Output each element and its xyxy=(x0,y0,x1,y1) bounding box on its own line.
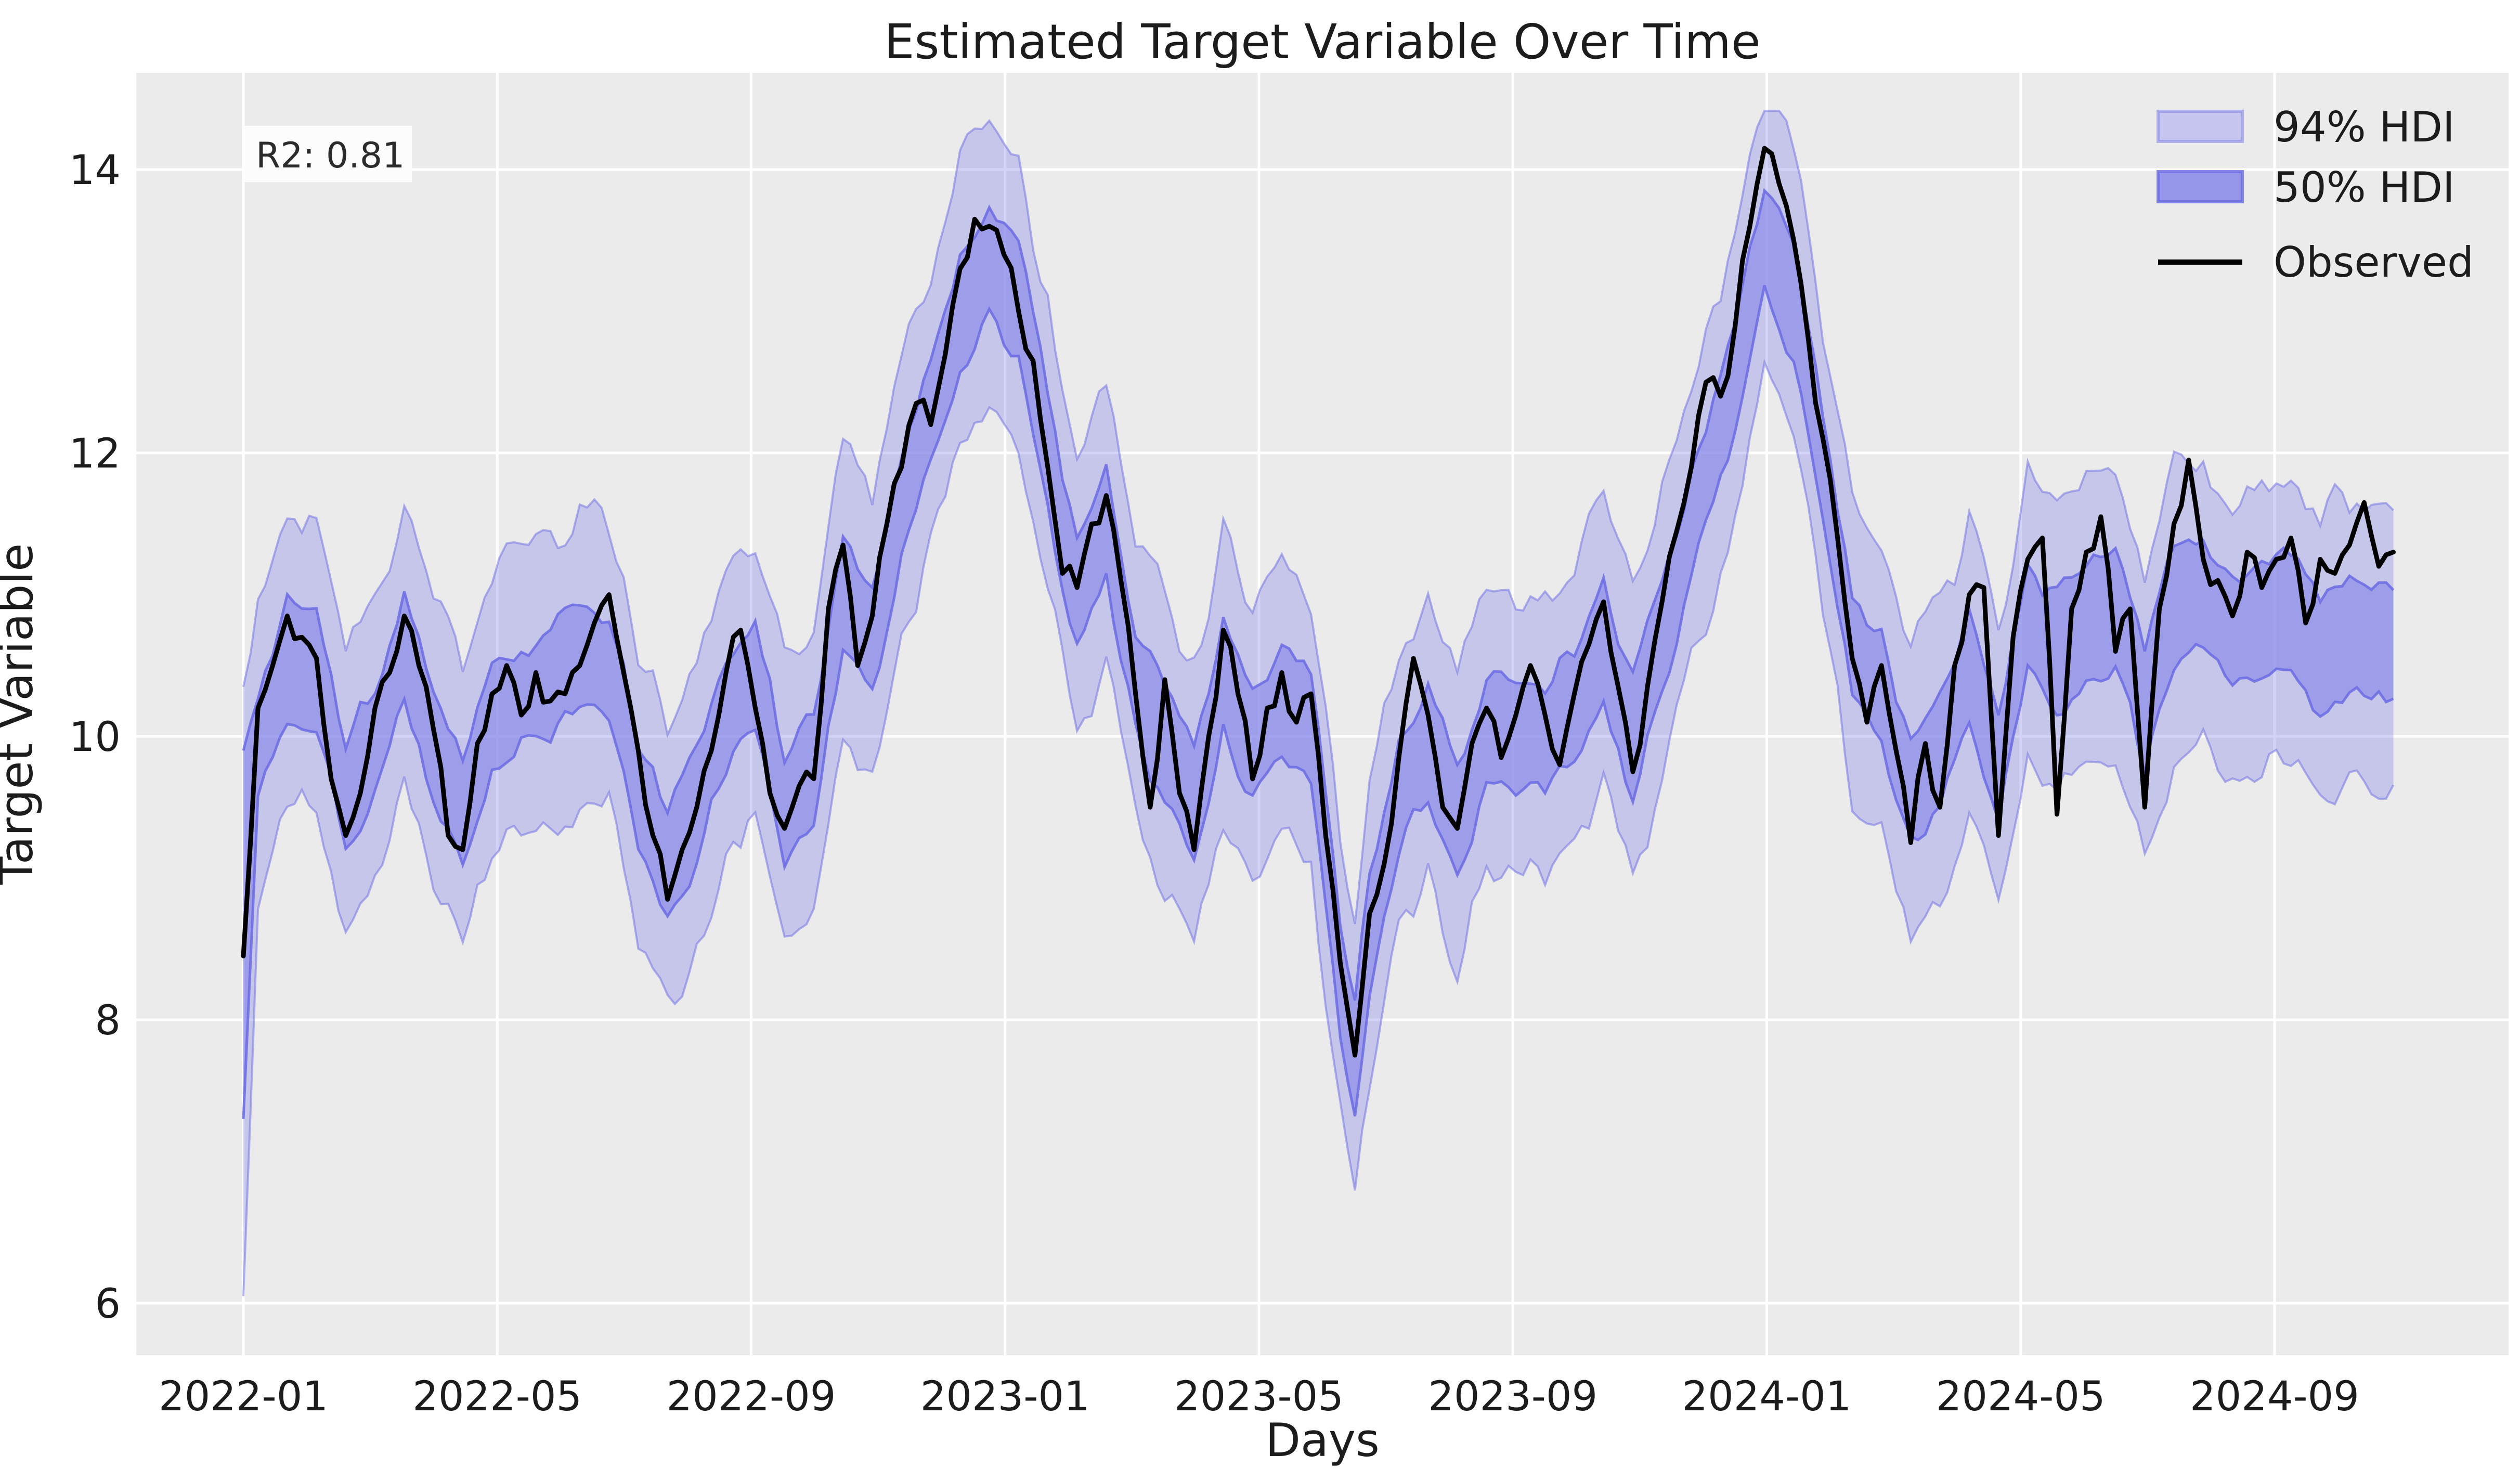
hdi-94-lower-edge xyxy=(242,358,2395,1296)
r2-annotation: R2: 0.81 xyxy=(244,126,412,182)
y-tick-label: 12 xyxy=(69,431,121,477)
y-tick-label: 14 xyxy=(69,147,121,194)
legend-label-94: 94% HDI xyxy=(2274,103,2455,151)
y-tick-label: 6 xyxy=(95,1281,121,1328)
y-tick-label: 10 xyxy=(69,714,121,761)
legend-label-50: 50% HDI xyxy=(2274,163,2455,212)
y-axis-label: Target Variable xyxy=(0,543,43,886)
x-tick-label: 2024-05 xyxy=(1936,1373,2106,1420)
hdi-50-swatch xyxy=(2157,170,2244,203)
r2-annotation-box xyxy=(244,126,412,182)
hdi-94-upper-edge xyxy=(242,109,2394,925)
x-tick-label: 2024-09 xyxy=(2190,1373,2359,1420)
x-tick-label: 2022-05 xyxy=(412,1373,582,1420)
x-axis-label: Days xyxy=(1265,1413,1380,1467)
x-tick-label: 2022-01 xyxy=(159,1373,328,1420)
hdi-94-fill xyxy=(243,111,2394,1296)
chart-title: Estimated Target Variable Over Time xyxy=(884,14,1760,70)
hdi-50-upper-edge xyxy=(242,188,2395,1001)
hdi-50-band xyxy=(242,188,2395,1119)
legend-label-observed: Observed xyxy=(2274,238,2474,287)
legend: 94% HDI 50% HDI Observed xyxy=(2157,103,2474,287)
x-tick-label: 2023-09 xyxy=(1428,1373,1597,1420)
hdi-94-swatch xyxy=(2157,110,2244,143)
x-tick-label: 2022-09 xyxy=(667,1373,836,1420)
y-tick-label: 8 xyxy=(95,997,121,1044)
x-tick-label: 2024-01 xyxy=(1682,1373,1851,1420)
legend-item-observed: Observed xyxy=(2158,238,2474,287)
x-tick-label: 2023-01 xyxy=(920,1373,1090,1420)
x-tick-label: 2023-05 xyxy=(1174,1373,1344,1420)
hdi-50-fill xyxy=(243,190,2394,1119)
r2-annotation-text: R2: 0.81 xyxy=(256,135,405,176)
x-tick-labels: 2022-01 2022-05 2022-09 2023-01 2023-05 2023-… xyxy=(159,1373,2359,1420)
hdi-50-lower-edge xyxy=(242,285,2394,1119)
observed-line xyxy=(241,146,2396,1058)
observed-path xyxy=(241,146,2396,1058)
y-tick-labels: 6 8 10 12 14 xyxy=(69,147,121,1328)
legend-item-94-hdi: 94% HDI xyxy=(2157,103,2455,151)
hdi-94-band xyxy=(242,109,2395,1296)
legend-item-50-hdi: 50% HDI xyxy=(2157,163,2455,212)
